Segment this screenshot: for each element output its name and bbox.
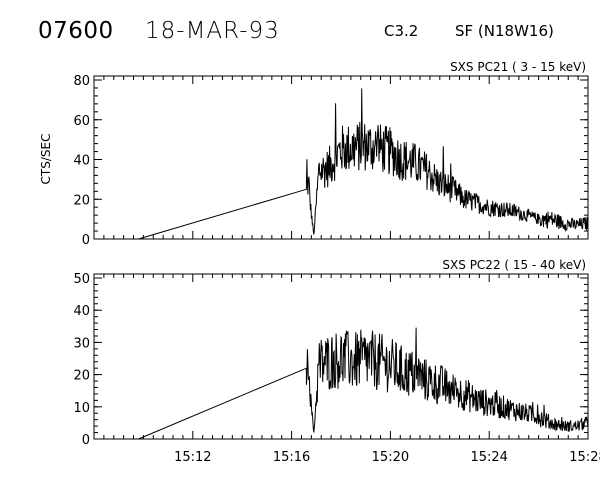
panel-title: SXS PC22 ( 15 - 40 keV) — [442, 258, 586, 272]
flare-class: C3.2 — [384, 22, 419, 40]
y-tick-label: 60 — [73, 114, 90, 129]
y-tick-label: 80 — [73, 74, 90, 89]
x-tick-label: 15:24 — [470, 450, 507, 465]
x-tick-label: 15:16 — [273, 450, 310, 465]
y-axis-label: CTS/SEC — [39, 134, 53, 185]
y-tick-label: 30 — [73, 336, 90, 351]
y-tick-label: 20 — [73, 193, 90, 208]
x-ticks — [93, 76, 589, 239]
series-line — [138, 88, 589, 240]
y-tick-label: 40 — [73, 154, 90, 169]
panel-pc22: SXS PC22 ( 15 - 40 keV) 0 10 20 30 40 50 15:1… — [73, 258, 600, 465]
y-tick-label: 20 — [73, 369, 90, 384]
panel-title: SXS PC21 ( 3 - 15 keV) — [450, 60, 586, 74]
event-date: 18-MAR-93 — [145, 18, 280, 44]
y-tick-label: 0 — [82, 433, 90, 448]
y-tick-label: 0 — [82, 233, 90, 248]
y-tick-label: 40 — [73, 304, 90, 319]
event-id: 07600 — [38, 18, 114, 44]
y-tick-label: 10 — [73, 401, 90, 416]
y-ticks: 0 10 20 30 40 50 — [73, 272, 588, 448]
x-tick-label: 15:28 — [569, 450, 600, 465]
x-tick-label: 15:12 — [174, 450, 211, 465]
panel-pc21: SXS PC21 ( 3 - 15 keV) CTS/SEC 0 20 40 60 80 — [39, 60, 589, 248]
x-ticks — [93, 274, 589, 439]
y-tick-label: 50 — [73, 272, 90, 287]
flare-location: SF (N18W16) — [455, 22, 554, 40]
y-ticks: 0 20 40 60 80 — [73, 74, 588, 248]
series-line — [138, 327, 589, 440]
x-tick-label: 15:20 — [372, 450, 409, 465]
x-tick-labels: 15:12 15:16 15:20 15:24 15:28 — [174, 450, 600, 465]
